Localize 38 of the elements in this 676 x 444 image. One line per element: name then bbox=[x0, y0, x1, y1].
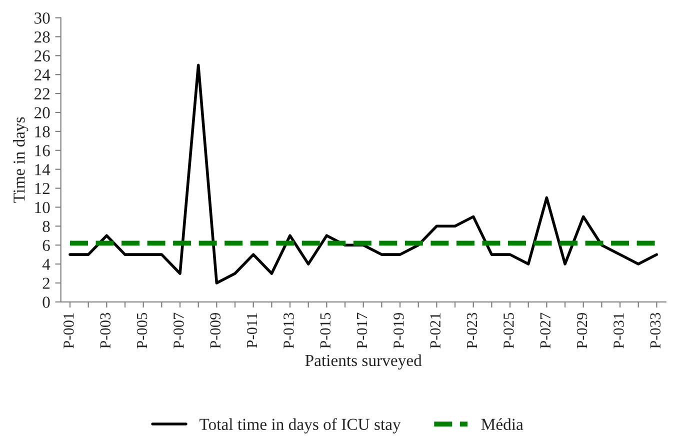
x-tick-label: P-017 bbox=[356, 312, 368, 348]
y-tick-label: 12 bbox=[35, 183, 50, 194]
y-tick-label: 28 bbox=[34, 31, 50, 43]
y-tick-label: 14 bbox=[35, 164, 50, 176]
y-tick-label: 24 bbox=[34, 69, 50, 80]
legend-label: Total time in days of ICU stay bbox=[200, 418, 401, 434]
y-axis-title: Time in days bbox=[13, 117, 28, 203]
x-tick-label: P-009 bbox=[210, 312, 221, 348]
x-tick-label: P-029 bbox=[576, 312, 588, 348]
y-tick-label: 2 bbox=[42, 278, 50, 289]
x-tick-label: P-007 bbox=[174, 312, 184, 348]
y-tick-label: 8 bbox=[42, 220, 50, 232]
x-tick-label: P-011 bbox=[246, 313, 258, 348]
y-tick-label: 20 bbox=[34, 107, 50, 118]
line-series bbox=[68, 64, 658, 284]
x-tick-label: P-005 bbox=[136, 312, 148, 348]
x-tick-label: P-003 bbox=[100, 312, 110, 348]
y-tick-label: 6 bbox=[42, 240, 50, 252]
y-tick-label: 30 bbox=[34, 12, 50, 24]
legend-label: Média bbox=[481, 418, 524, 430]
x-tick-label: P-013 bbox=[284, 312, 294, 348]
y-tick-label: 22 bbox=[34, 88, 50, 100]
y-tick-label: 18 bbox=[35, 126, 50, 138]
y-tick-label: 16 bbox=[35, 145, 50, 156]
x-tick-label: P-033 bbox=[650, 312, 661, 348]
y-tick-label: 10 bbox=[35, 202, 50, 214]
x-tick-label: P-027 bbox=[540, 312, 551, 348]
y-tick-label: 4 bbox=[42, 258, 50, 270]
x-tick-label: P-023 bbox=[466, 312, 478, 348]
x-tick-label: P-019 bbox=[394, 312, 404, 348]
x-tick-label: P-025 bbox=[504, 312, 514, 348]
x-tick-label: P-021 bbox=[430, 313, 441, 348]
y-tick-label: 0 bbox=[42, 296, 50, 308]
x-axis-title: Patients surveyed bbox=[305, 354, 422, 370]
x-tick-label: P-001 bbox=[64, 313, 74, 348]
x-tick-label: P-015 bbox=[320, 312, 331, 348]
x-tick-label: P-031 bbox=[614, 313, 624, 348]
y-tick-label: 26 bbox=[34, 50, 50, 62]
